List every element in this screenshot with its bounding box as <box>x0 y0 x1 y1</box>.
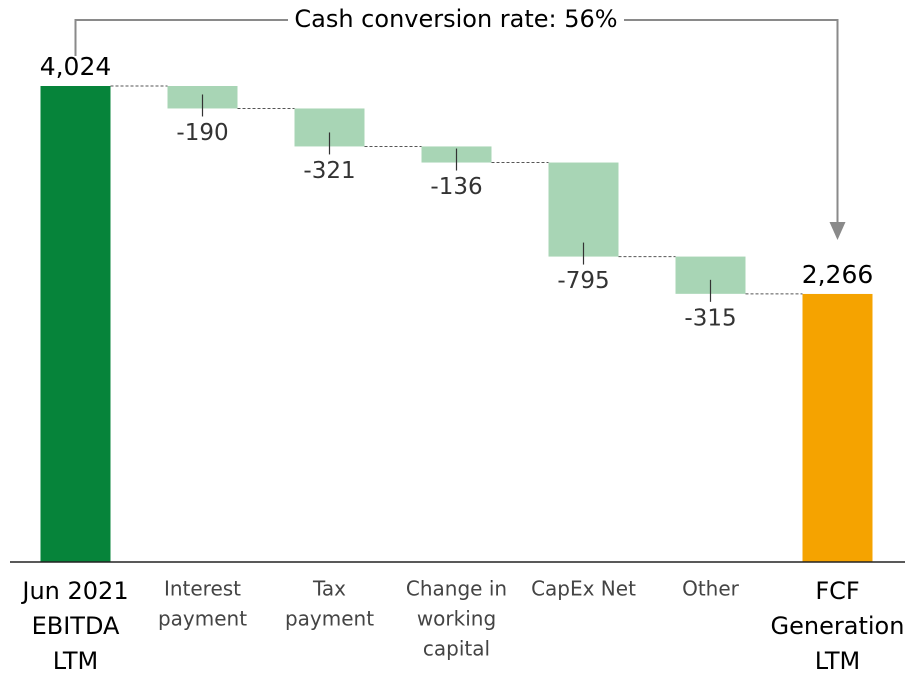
value-label: -321 <box>303 158 355 184</box>
x-tick-label: CapEx Net <box>531 577 636 601</box>
x-tick-label: capital <box>423 637 490 661</box>
x-tick-label: Change in <box>406 577 507 601</box>
bracket <box>624 19 839 222</box>
value-label: -190 <box>176 120 228 146</box>
value-label: -136 <box>430 174 482 200</box>
value-label: 2,266 <box>802 260 874 289</box>
bar <box>548 162 619 257</box>
value-label: -315 <box>684 305 736 331</box>
x-tick-label: payment <box>158 607 247 631</box>
x-tick-label: Generation <box>771 612 905 640</box>
x-tick-label: EBITDA <box>32 612 120 640</box>
bar <box>40 86 111 562</box>
x-tick-label: Other <box>682 577 740 601</box>
value-label: 4,024 <box>40 52 112 81</box>
annotation: Cash conversion rate: 56% <box>294 5 617 33</box>
x-tick-label: payment <box>285 607 374 631</box>
x-tick-label: LTM <box>815 647 860 675</box>
x-tick-label: LTM <box>53 647 98 675</box>
x-tick-label: Jun 2021 <box>20 577 128 605</box>
x-tick-label: Tax <box>312 577 346 601</box>
x-tick-label: FCF <box>815 577 859 605</box>
bracket <box>74 19 288 56</box>
bar <box>802 293 873 562</box>
value-label: -795 <box>557 268 609 294</box>
x-tick-label: Interest <box>164 577 241 601</box>
arrow-head <box>829 222 846 240</box>
x-tick-label: working <box>417 607 496 631</box>
